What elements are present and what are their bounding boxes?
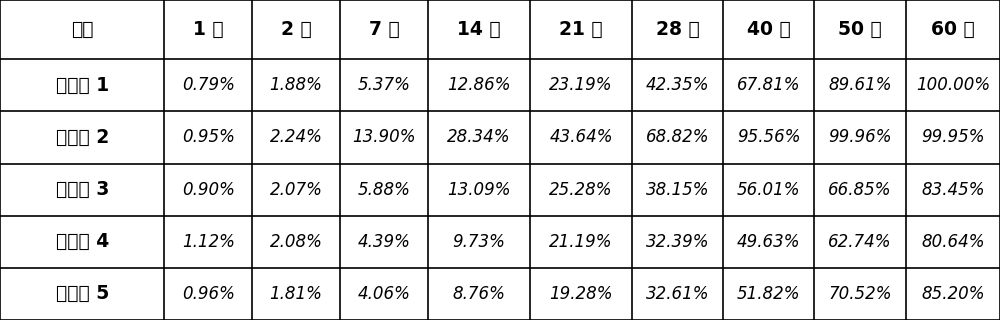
Text: 99.95%: 99.95% (921, 128, 985, 147)
Text: 95.56%: 95.56% (737, 128, 801, 147)
Text: 28.34%: 28.34% (447, 128, 511, 147)
Text: 99.96%: 99.96% (828, 128, 892, 147)
Text: 23.19%: 23.19% (549, 76, 613, 94)
Text: 21.19%: 21.19% (549, 233, 613, 251)
Text: 0.96%: 0.96% (182, 285, 235, 303)
Text: 80.64%: 80.64% (921, 233, 985, 251)
Text: 0.90%: 0.90% (182, 180, 235, 199)
Text: 2 天: 2 天 (281, 20, 311, 39)
Text: 28 天: 28 天 (656, 20, 700, 39)
Text: 1.81%: 1.81% (270, 285, 323, 303)
Text: 2.07%: 2.07% (270, 180, 323, 199)
Text: 实施例 3: 实施例 3 (56, 180, 109, 199)
Text: 13.09%: 13.09% (447, 180, 511, 199)
Text: 14 天: 14 天 (457, 20, 501, 39)
Text: 12.86%: 12.86% (447, 76, 511, 94)
Text: 21 天: 21 天 (559, 20, 603, 39)
Text: 实施例 1: 实施例 1 (56, 76, 109, 95)
Text: 83.45%: 83.45% (921, 180, 985, 199)
Text: 40 天: 40 天 (747, 20, 791, 39)
Text: 19.28%: 19.28% (549, 285, 613, 303)
Text: 样品: 样品 (71, 20, 93, 39)
Text: 5.88%: 5.88% (357, 180, 410, 199)
Text: 42.35%: 42.35% (646, 76, 710, 94)
Text: 50 天: 50 天 (838, 20, 882, 39)
Text: 1 天: 1 天 (193, 20, 224, 39)
Text: 60 天: 60 天 (931, 20, 975, 39)
Text: 0.79%: 0.79% (182, 76, 235, 94)
Text: 62.74%: 62.74% (828, 233, 892, 251)
Text: 实施例 5: 实施例 5 (56, 284, 109, 303)
Text: 68.82%: 68.82% (646, 128, 710, 147)
Text: 67.81%: 67.81% (737, 76, 801, 94)
Text: 4.06%: 4.06% (357, 285, 410, 303)
Text: 49.63%: 49.63% (737, 233, 801, 251)
Text: 1.12%: 1.12% (182, 233, 235, 251)
Text: 38.15%: 38.15% (646, 180, 710, 199)
Text: 51.82%: 51.82% (737, 285, 801, 303)
Text: 1.88%: 1.88% (270, 76, 323, 94)
Text: 70.52%: 70.52% (828, 285, 892, 303)
Text: 4.39%: 4.39% (357, 233, 410, 251)
Text: 56.01%: 56.01% (737, 180, 801, 199)
Text: 8.76%: 8.76% (452, 285, 505, 303)
Text: 66.85%: 66.85% (828, 180, 892, 199)
Text: 7 天: 7 天 (369, 20, 399, 39)
Text: 25.28%: 25.28% (549, 180, 613, 199)
Text: 9.73%: 9.73% (452, 233, 505, 251)
Text: 43.64%: 43.64% (549, 128, 613, 147)
Text: 实施例 4: 实施例 4 (56, 232, 109, 251)
Text: 100.00%: 100.00% (916, 76, 990, 94)
Text: 2.24%: 2.24% (270, 128, 323, 147)
Text: 85.20%: 85.20% (921, 285, 985, 303)
Text: 32.39%: 32.39% (646, 233, 710, 251)
Text: 2.08%: 2.08% (270, 233, 323, 251)
Text: 5.37%: 5.37% (357, 76, 410, 94)
Text: 89.61%: 89.61% (828, 76, 892, 94)
Text: 0.95%: 0.95% (182, 128, 235, 147)
Text: 32.61%: 32.61% (646, 285, 710, 303)
Text: 13.90%: 13.90% (352, 128, 416, 147)
Text: 实施例 2: 实施例 2 (56, 128, 109, 147)
